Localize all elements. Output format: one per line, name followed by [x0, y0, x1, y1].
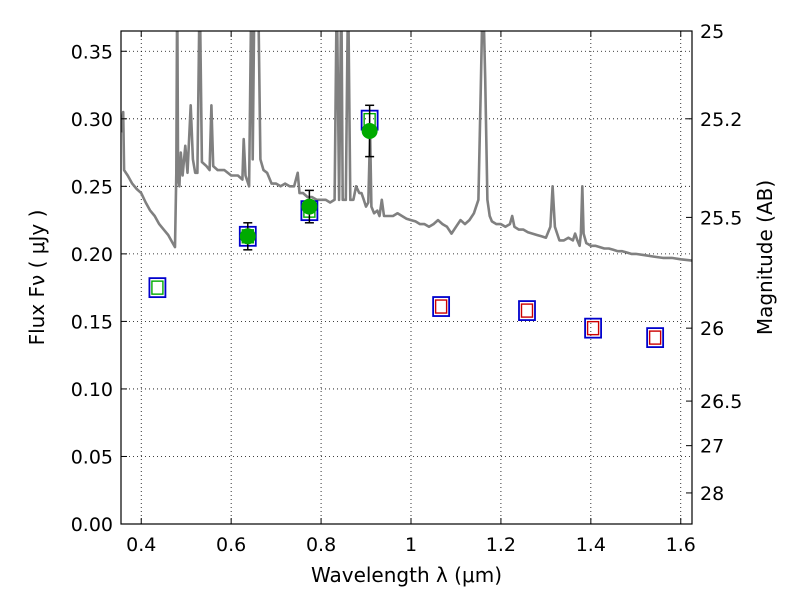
y2-axis-label: Magnitude (AB) — [753, 180, 777, 335]
mag-tick-label: 25.2 — [700, 109, 742, 131]
y-tick-label: 0.20 — [71, 244, 113, 266]
x-tick-label: 1.4 — [576, 534, 606, 556]
model-box-6 — [584, 317, 602, 339]
x-tick-label: 0.8 — [306, 534, 336, 556]
mag-tick-label: 28 — [700, 483, 724, 505]
model-photometry-boxes — [148, 109, 665, 349]
x-tick-label: 0.4 — [126, 534, 156, 556]
mag-tick-label: 25.5 — [700, 207, 742, 229]
plot-frame — [120, 30, 693, 525]
observed-point-1 — [301, 189, 318, 224]
model-box-4 — [432, 296, 451, 317]
spectrum-line — [121, 31, 692, 262]
x-tick-label: 1.6 — [666, 534, 696, 556]
y-tick-label: 0.25 — [71, 176, 113, 198]
y-tick-label: 0.00 — [71, 514, 113, 536]
grid — [121, 31, 692, 525]
observed-photometry-points — [239, 104, 378, 251]
observed-point-2 — [361, 104, 378, 158]
observed-point-0 — [239, 222, 256, 251]
y-tick-label: 0.15 — [71, 311, 113, 333]
mag-tick-label: 26.5 — [700, 391, 742, 413]
y-tick-label: 0.35 — [71, 41, 113, 63]
model-box-7 — [646, 327, 665, 349]
model-box-0 — [148, 277, 167, 299]
x-tick-label: 0.6 — [216, 534, 246, 556]
axis-ticks: 0.4 0.6 0.8 1 1.2 1.4 1.6 0.00 0.05 0.10 0.15 0.20 0… — [71, 21, 743, 556]
y-tick-label: 0.05 — [71, 446, 113, 468]
x-axis-label: Wavelength λ (μm) — [311, 563, 502, 587]
mag-tick-label: 25 — [700, 21, 724, 43]
mag-tick-label: 27 — [700, 436, 724, 458]
y-tick-label: 0.10 — [71, 379, 113, 401]
x-tick-label: 1 — [405, 534, 417, 556]
model-box-5 — [518, 300, 536, 321]
model-spectrum — [121, 31, 692, 262]
y-tick-label: 0.30 — [71, 109, 113, 131]
mag-tick-label: 26 — [700, 318, 724, 340]
x-tick-label: 1.2 — [486, 534, 516, 556]
y-axis-label: Flux Fν ( μJy ) — [25, 210, 49, 346]
